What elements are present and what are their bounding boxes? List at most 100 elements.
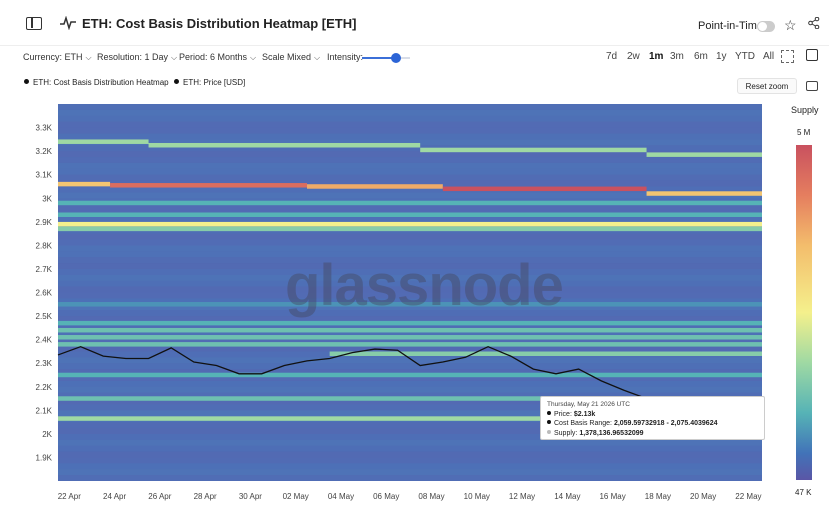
tooltip-date: Thursday, May 21 2026 UTC xyxy=(547,401,630,408)
heatmap-cell-row xyxy=(58,298,762,305)
heatmap-band xyxy=(58,181,111,187)
heatmap-cell-row xyxy=(58,451,762,458)
period-select[interactable]: Period: 6 Months ⌵ xyxy=(179,52,256,63)
tooltip-dot xyxy=(547,410,551,415)
heatmap-band xyxy=(58,221,762,227)
heatmap-cell-row xyxy=(58,257,762,264)
heatmap-cell-row xyxy=(58,445,762,452)
colorbar-max-label: 5 M xyxy=(797,128,811,137)
heatmap-cell-row xyxy=(58,109,762,116)
legend-heatmap[interactable]: ETH: Cost Basis Distribution Heatmap xyxy=(24,78,169,87)
currency-select-label: Currency: ETH xyxy=(23,52,83,62)
heatmap-cell-row xyxy=(58,280,762,287)
y-tick-label: 1.9K xyxy=(36,453,53,462)
heatmap-cell-row xyxy=(58,121,762,128)
zoom-select-icon[interactable] xyxy=(781,50,794,63)
legend-price-label: ETH: Price [USD] xyxy=(183,78,246,87)
colorbar xyxy=(796,145,812,480)
heatmap-cell-row xyxy=(58,392,762,399)
heatmap-cell-row xyxy=(58,363,762,370)
heatmap-cell-row xyxy=(58,380,762,387)
intensity-slider[interactable] xyxy=(362,53,410,63)
x-tick-label: 28 Apr xyxy=(194,492,217,501)
range-button-7d[interactable]: 7d xyxy=(606,51,618,62)
intensity-slider-handle[interactable] xyxy=(390,53,401,63)
resolution-select[interactable]: Resolution: 1 Day ⌵ xyxy=(97,52,177,63)
y-tick-label: 3K xyxy=(42,194,52,203)
y-tick-label: 2.5K xyxy=(36,312,53,321)
chart-header: ETH: Cost Basis Distribution Heatmap [ET… xyxy=(0,0,829,46)
y-tick-label: 2.1K xyxy=(36,406,53,415)
legend-dot xyxy=(24,79,29,84)
heatmap-cell-row xyxy=(58,463,762,470)
tooltip-range-label: Cost Basis Range: xyxy=(554,420,612,427)
heatmap-cell-row xyxy=(58,433,762,440)
y-tick-label: 2.7K xyxy=(36,265,53,274)
heatmap-cell-row xyxy=(58,374,762,381)
scale-select-label: Scale Mixed xyxy=(262,52,312,62)
pulse-icon xyxy=(60,16,76,30)
chevron-down-icon: ⌵ xyxy=(314,53,321,62)
star-icon[interactable]: ☆ xyxy=(784,17,797,33)
heatmap-cell-row xyxy=(58,115,762,122)
heatmap-cell-row xyxy=(58,410,762,417)
y-tick-label: 2.3K xyxy=(36,359,53,368)
tooltip-supply-label: Supply: xyxy=(554,429,578,437)
heatmap-band xyxy=(58,335,762,340)
x-tick-label: 24 Apr xyxy=(103,492,126,501)
heatmap-band xyxy=(58,200,762,206)
heatmap-cell-row xyxy=(58,104,762,110)
tooltip-range-value: 2,059.59732918 - 2,075.4039624 xyxy=(613,420,718,427)
heatmap-band xyxy=(646,191,762,196)
tooltip-range-row: Cost Basis Range: 2,059.59732918 - 2,075… xyxy=(547,419,758,429)
heatmap-cell-row xyxy=(58,180,762,187)
currency-select[interactable]: Currency: ETH ⌵ xyxy=(23,52,92,63)
tooltip-dot xyxy=(547,420,551,424)
sidebar-toggle-icon[interactable] xyxy=(26,17,42,30)
legend-price[interactable]: ETH: Price [USD] xyxy=(174,78,245,87)
y-tick-label: 3.3K xyxy=(36,124,53,133)
heatmap-cell-row xyxy=(58,422,762,428)
range-button-6m[interactable]: 6m xyxy=(694,51,708,62)
heatmap-cell-row xyxy=(58,239,762,246)
resolution-select-label: Resolution: 1 Day xyxy=(97,52,169,62)
camera-icon[interactable] xyxy=(806,81,818,91)
y-tick-label: 2.8K xyxy=(36,241,53,250)
heatmap-cell-row xyxy=(58,292,762,299)
heatmap-cell-row xyxy=(58,251,762,258)
tooltip-price-label: Price: xyxy=(554,410,572,418)
legend-heatmap-label: ETH: Cost Basis Distribution Heatmap xyxy=(33,78,169,87)
colorbar-min-label: 47 K xyxy=(795,488,812,497)
heatmap-cell-row xyxy=(58,151,762,158)
heatmap-cell-row xyxy=(58,357,762,364)
share-icon[interactable] xyxy=(808,17,820,29)
heatmap-band xyxy=(58,139,149,144)
heatmap-band xyxy=(442,186,647,192)
x-tick-label: 18 May xyxy=(645,492,671,501)
point-in-time-label: Point-in-Time xyxy=(698,20,763,32)
scale-select[interactable]: Scale Mixed ⌵ xyxy=(262,52,320,63)
heatmap-cell-row xyxy=(58,274,762,281)
range-button-1m[interactable]: 1m xyxy=(649,51,664,62)
heatmap-chart[interactable]: 1.9K 2K 2.1K 2.2K 2.3K 2.4K 2.5K 2.6K 2.7K 2.8K 2.… xyxy=(0,100,790,510)
x-tick-label: 22 May xyxy=(735,492,761,501)
heatmap-band xyxy=(110,183,308,188)
colorbar-title: Supply xyxy=(791,105,819,115)
calendar-icon[interactable] xyxy=(806,49,818,61)
heatmap-cell-row xyxy=(58,286,762,293)
heatmap-cell-row xyxy=(58,192,762,199)
range-button-all[interactable]: All xyxy=(763,51,775,62)
point-in-time-toggle[interactable] xyxy=(757,21,775,32)
tooltip-supply-value: 1,378,136.96532099 xyxy=(579,429,644,437)
reset-zoom-button[interactable]: Reset zoom xyxy=(737,78,797,94)
range-button-2w[interactable]: 2w xyxy=(627,51,640,62)
range-button-3m[interactable]: 3m xyxy=(670,51,684,62)
heatmap-cell-row xyxy=(58,233,762,240)
heatmap-cell-row xyxy=(58,369,762,375)
heatmap-cell-row xyxy=(58,168,762,175)
heatmap-cell-row xyxy=(58,145,762,152)
heatmap-cell-row xyxy=(58,204,762,211)
heatmap-cell-row xyxy=(58,215,762,222)
range-button-1y[interactable]: 1y xyxy=(716,51,727,62)
range-button-ytd[interactable]: YTD xyxy=(735,51,755,62)
